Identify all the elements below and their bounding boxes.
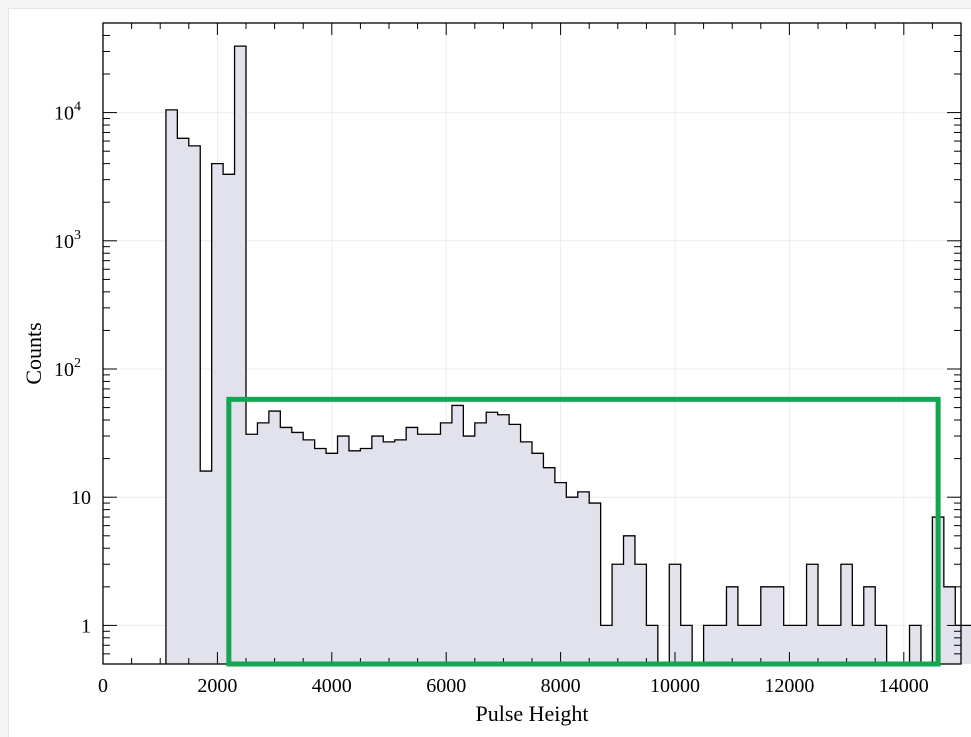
histogram-bin: [841, 564, 852, 664]
y-tick-label: 103: [54, 228, 81, 253]
histogram-bin: [338, 436, 349, 664]
histogram-bin: [624, 536, 635, 664]
histogram-bin: [818, 625, 829, 664]
histogram-bin: [681, 625, 692, 664]
histogram-bin: [360, 448, 371, 664]
histogram-bin: [212, 164, 223, 664]
histogram-bin: [532, 453, 543, 664]
x-tick-label: 0: [98, 675, 108, 697]
histogram-bin: [555, 483, 566, 664]
histogram-bin: [498, 415, 509, 664]
histogram-bin: [292, 432, 303, 664]
histogram-bin: [715, 625, 726, 664]
x-tick-label: 6000: [426, 675, 466, 697]
histogram-bin: [303, 440, 314, 664]
histogram-bin: [509, 424, 520, 664]
histogram-bin: [429, 434, 440, 664]
histogram-bin: [257, 423, 268, 664]
histogram-bin: [269, 411, 280, 664]
histogram-bin: [349, 451, 360, 664]
histogram-bin: [704, 625, 715, 664]
histogram-bin: [829, 625, 840, 664]
x-tick-label: 8000: [541, 675, 581, 697]
histogram-bin: [395, 440, 406, 664]
histogram-bin: [406, 427, 417, 664]
x-tick-label: 2000: [197, 675, 237, 697]
histogram-bin: [235, 46, 246, 664]
y-tick-label: 10: [71, 487, 91, 509]
histogram-bin: [200, 471, 211, 664]
histogram-bin: [315, 448, 326, 664]
highlight-box: [226, 396, 941, 667]
histogram-bin: [566, 497, 577, 664]
histogram-bin: [875, 625, 886, 664]
tick-marks: [102, 22, 962, 665]
histogram-bin: [772, 587, 783, 664]
x-tick-label: 14000: [879, 675, 929, 697]
histogram-bin: [635, 564, 646, 664]
histogram-bin: [578, 492, 589, 664]
histogram-bin: [807, 564, 818, 664]
histogram-bars: [165, 45, 971, 665]
y-tick-label: 104: [54, 100, 81, 125]
histogram-bin: [852, 625, 863, 664]
histogram-bin: [910, 625, 921, 664]
histogram-bin: [612, 564, 623, 664]
y-tick-label: 102: [54, 356, 81, 381]
histogram-bin: [452, 405, 463, 664]
histogram-bin: [864, 587, 875, 664]
histogram-bin: [383, 442, 394, 664]
histogram-bin: [543, 468, 554, 664]
histogram-bin: [646, 625, 657, 664]
x-tick-labels: 0 2000 4000 6000 8000 10000 12000 14000: [98, 675, 929, 697]
histogram-bin: [475, 423, 486, 664]
histogram-bin: [738, 625, 749, 664]
x-tick-label: 12000: [764, 675, 814, 697]
chart-frame: 0 2000 4000 6000 8000 10000 12000 14000 1 10 102 1…: [8, 8, 971, 737]
histogram-bin: [372, 436, 383, 664]
histogram-bin: [795, 625, 806, 664]
histogram-bin: [726, 587, 737, 664]
y-tick-label: 1: [81, 615, 91, 637]
histogram-bin: [521, 442, 532, 664]
histogram-fill: [165, 46, 971, 664]
x-axis-label: Pulse Height: [475, 701, 588, 726]
histogram-bin: [761, 587, 772, 664]
histogram-bin: [463, 436, 474, 664]
x-tick-label: 4000: [312, 675, 352, 697]
histogram-outline: [165, 45, 971, 665]
histogram-bin: [749, 625, 760, 664]
histogram-bin: [280, 427, 291, 664]
x-tick-label: 10000: [650, 675, 700, 697]
histogram-bin: [601, 625, 612, 664]
histogram-bin: [967, 625, 971, 664]
histogram-bin: [440, 423, 451, 664]
histogram-bin: [326, 453, 337, 664]
histogram-bin: [486, 412, 497, 664]
y-tick-labels: 1 10 102 103 104: [54, 100, 91, 638]
y-axis-label: Counts: [21, 322, 46, 384]
histogram-bin: [189, 146, 200, 664]
histogram-bin: [669, 564, 680, 664]
histogram-bin: [166, 110, 177, 664]
histogram-bin: [246, 434, 257, 664]
histogram-chart: 0 2000 4000 6000 8000 10000 12000 14000 1101021…: [21, 22, 971, 726]
histogram-bin: [418, 434, 429, 664]
histogram-bin: [177, 138, 188, 664]
histogram-bin: [589, 503, 600, 664]
